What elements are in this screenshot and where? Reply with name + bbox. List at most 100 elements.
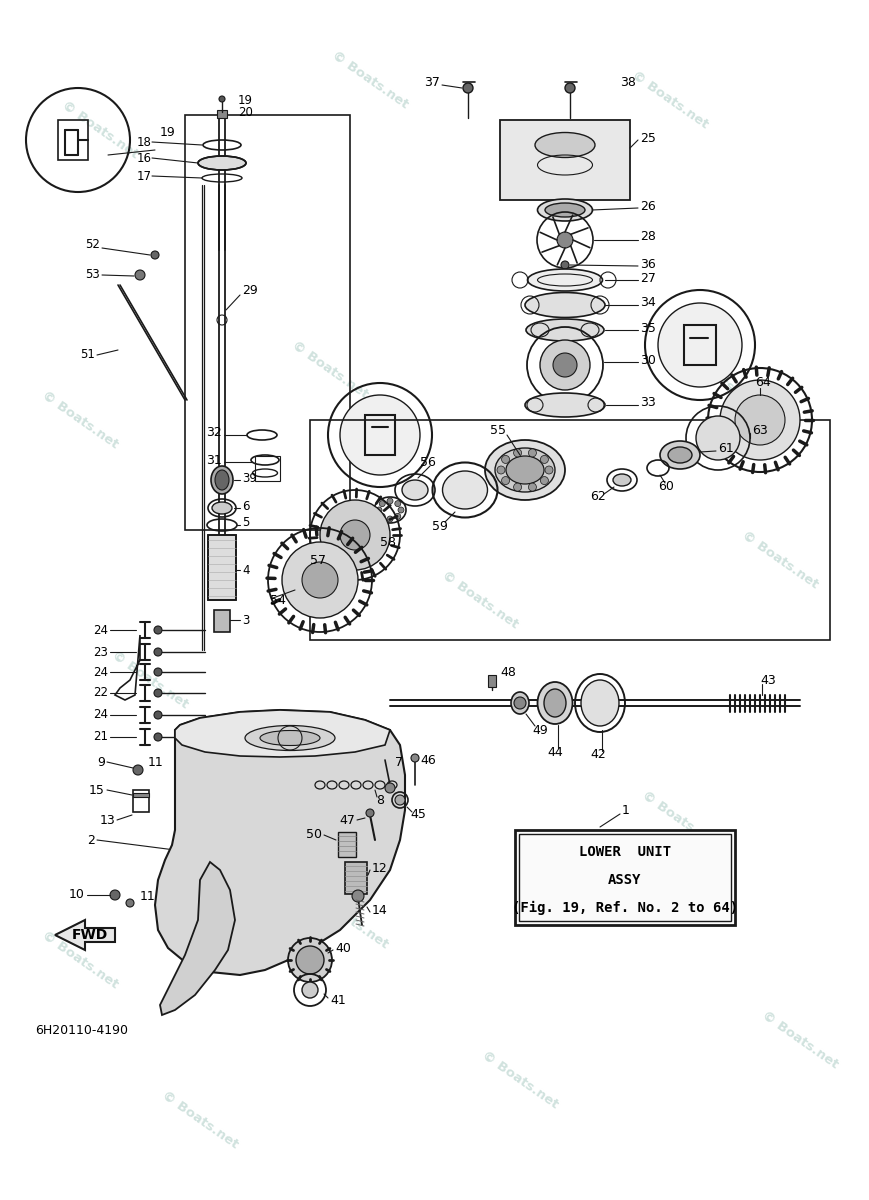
Circle shape: [110, 890, 120, 900]
Circle shape: [376, 506, 382, 514]
Ellipse shape: [211, 466, 233, 494]
Text: 27: 27: [640, 271, 656, 284]
Text: 42: 42: [590, 749, 606, 762]
Text: © Boats.net: © Boats.net: [640, 788, 720, 851]
Circle shape: [340, 395, 420, 475]
Text: 7: 7: [395, 756, 403, 768]
Text: 44: 44: [547, 745, 563, 758]
Text: 6H20110-4190: 6H20110-4190: [35, 1024, 128, 1037]
Ellipse shape: [485, 440, 565, 500]
Circle shape: [514, 697, 526, 709]
Text: 60: 60: [658, 480, 673, 493]
Text: 64: 64: [755, 376, 771, 389]
Text: © Boats.net: © Boats.net: [39, 389, 121, 451]
Circle shape: [545, 466, 553, 474]
Circle shape: [553, 353, 577, 377]
Polygon shape: [55, 920, 115, 950]
Text: 24: 24: [93, 624, 108, 636]
Bar: [515, 830, 735, 925]
Text: 19: 19: [238, 94, 253, 107]
Text: 14: 14: [372, 904, 388, 917]
Text: 48: 48: [500, 666, 516, 678]
Circle shape: [385, 782, 395, 793]
Circle shape: [501, 476, 509, 485]
Text: 19: 19: [160, 126, 176, 139]
Circle shape: [565, 83, 575, 92]
Circle shape: [379, 514, 385, 520]
Circle shape: [561, 260, 569, 269]
Text: 6: 6: [242, 499, 249, 512]
Bar: [345, 862, 367, 894]
Text: © Boats.net: © Boats.net: [109, 649, 190, 712]
Circle shape: [658, 302, 742, 386]
Text: FWD: FWD: [72, 928, 108, 942]
Bar: [255, 456, 280, 481]
Text: 62: 62: [590, 491, 606, 504]
Circle shape: [514, 449, 521, 457]
Ellipse shape: [525, 392, 605, 416]
Text: 18: 18: [137, 136, 152, 149]
Text: (Fig. 19, Ref. No. 2 to 64): (Fig. 19, Ref. No. 2 to 64): [512, 901, 738, 916]
Circle shape: [219, 96, 225, 102]
Ellipse shape: [613, 474, 631, 486]
Bar: [519, 834, 731, 922]
Ellipse shape: [260, 731, 320, 745]
Text: © Boats.net: © Boats.net: [59, 98, 141, 161]
Bar: [133, 790, 149, 812]
Text: 63: 63: [752, 424, 767, 437]
Ellipse shape: [402, 480, 428, 500]
Bar: [214, 610, 230, 632]
Ellipse shape: [660, 440, 700, 469]
Text: 29: 29: [242, 283, 258, 296]
Ellipse shape: [215, 470, 229, 490]
Circle shape: [395, 514, 401, 520]
Text: 32: 32: [206, 426, 222, 438]
Bar: [488, 674, 496, 686]
Text: 5: 5: [242, 516, 249, 529]
Text: 4: 4: [242, 564, 249, 576]
Bar: [338, 832, 356, 857]
Text: 37: 37: [424, 76, 440, 89]
Circle shape: [696, 416, 740, 460]
Text: 31: 31: [206, 454, 222, 467]
Circle shape: [352, 890, 364, 902]
Circle shape: [302, 562, 338, 598]
Text: 47: 47: [339, 814, 355, 827]
Text: © Boats.net: © Boats.net: [309, 889, 391, 952]
Polygon shape: [175, 710, 390, 757]
Text: 57: 57: [310, 553, 326, 566]
Text: 46: 46: [420, 754, 435, 767]
Circle shape: [154, 733, 162, 740]
Text: 58: 58: [380, 536, 396, 550]
Text: 40: 40: [335, 942, 351, 954]
Text: © Boats.net: © Boats.net: [680, 349, 760, 412]
Circle shape: [296, 946, 324, 974]
Circle shape: [463, 83, 473, 92]
Bar: [185, 115, 350, 530]
Ellipse shape: [538, 682, 573, 724]
Circle shape: [395, 794, 405, 805]
Text: 11: 11: [148, 756, 163, 768]
Circle shape: [395, 500, 401, 506]
Bar: [208, 535, 236, 600]
Text: 36: 36: [640, 258, 656, 271]
Text: 23: 23: [93, 646, 108, 659]
Circle shape: [501, 456, 509, 463]
Circle shape: [387, 498, 393, 504]
Ellipse shape: [544, 689, 566, 716]
Ellipse shape: [506, 456, 544, 484]
Ellipse shape: [527, 269, 602, 290]
Text: 1: 1: [622, 804, 630, 816]
Text: 12: 12: [372, 862, 388, 875]
Text: ASSY: ASSY: [608, 874, 641, 887]
Text: 11: 11: [140, 889, 156, 902]
Polygon shape: [160, 862, 235, 1015]
Text: 61: 61: [718, 442, 733, 455]
Circle shape: [154, 626, 162, 634]
Circle shape: [528, 484, 536, 491]
Text: 17: 17: [137, 169, 152, 182]
Bar: [217, 110, 227, 118]
Ellipse shape: [538, 199, 593, 221]
Text: 3: 3: [242, 613, 249, 626]
Text: 2: 2: [87, 834, 95, 846]
